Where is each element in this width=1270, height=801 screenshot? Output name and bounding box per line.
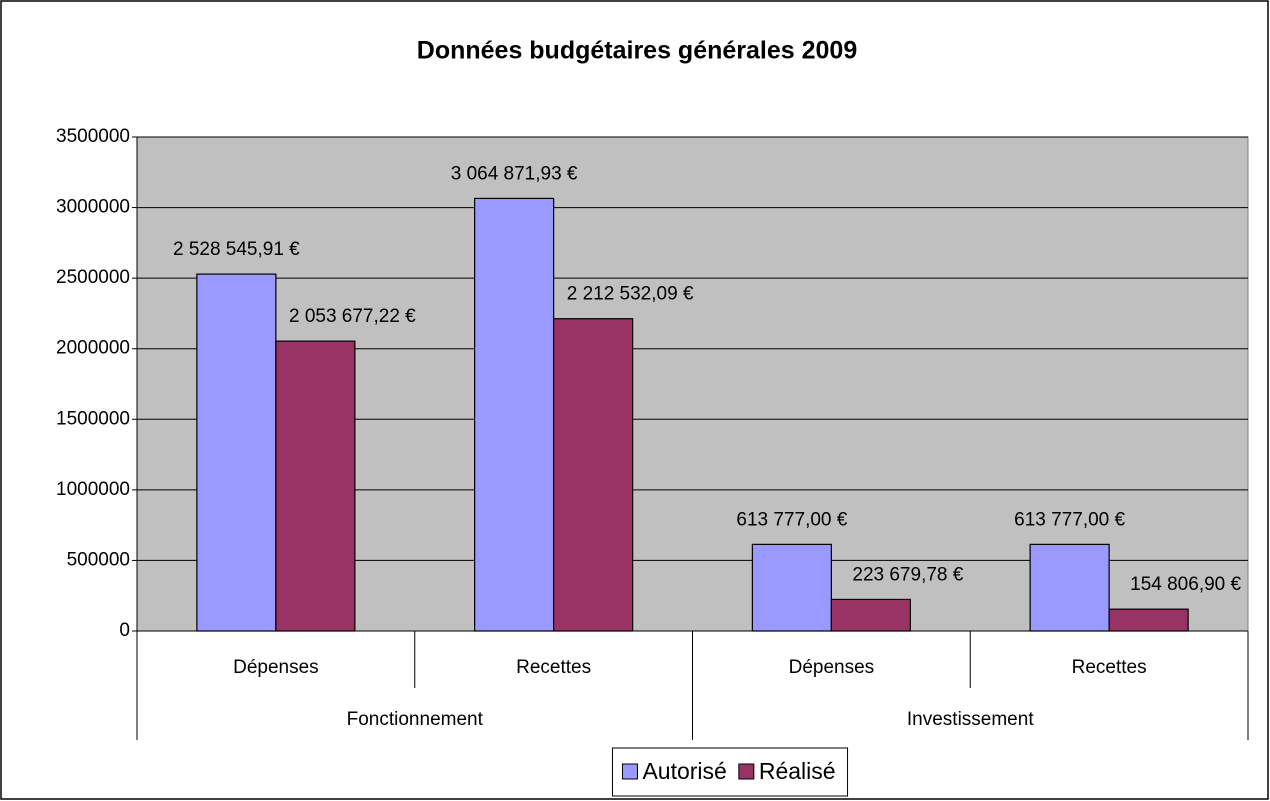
- data-label: 3 064 871,93 €: [451, 163, 578, 184]
- bar: [196, 273, 277, 632]
- bar: [1029, 543, 1110, 632]
- x-tick-label: Recettes: [516, 657, 591, 678]
- x-group-label: Fonctionnement: [347, 709, 484, 730]
- y-tick-label: 3000000: [56, 197, 130, 218]
- bar: [830, 598, 911, 632]
- legend-label: Réalisé: [759, 758, 836, 784]
- x-tick-label: Dépenses: [789, 657, 875, 678]
- data-label: 2 528 545,91 €: [173, 239, 300, 260]
- y-tick-label: 0: [119, 620, 130, 641]
- bar: [751, 543, 832, 632]
- x-tick-label: Dépenses: [233, 657, 319, 678]
- x-group-label: Investissement: [907, 709, 1034, 730]
- legend: [611, 747, 849, 797]
- y-tick-label: 1500000: [56, 408, 130, 429]
- y-tick-label: 500000: [67, 549, 130, 570]
- data-label: 223 679,78 €: [852, 564, 963, 585]
- x-tick-label: Recettes: [1072, 657, 1147, 678]
- y-tick-label: 3500000: [56, 126, 130, 147]
- data-label: 613 777,00 €: [1014, 509, 1125, 530]
- y-tick-label: 2000000: [56, 338, 130, 359]
- bar: [275, 340, 356, 632]
- data-label: 2 053 677,22 €: [289, 306, 416, 327]
- data-label: 154 806,90 €: [1130, 574, 1241, 595]
- y-tick-label: 1000000: [56, 479, 130, 500]
- data-label: 2 212 532,09 €: [567, 284, 694, 305]
- legend-label: Autorisé: [642, 758, 726, 784]
- bar: [553, 318, 634, 632]
- bar: [1108, 608, 1189, 632]
- data-label: 613 777,00 €: [736, 509, 847, 530]
- bar: [474, 197, 555, 632]
- legend-swatch: [738, 763, 755, 780]
- legend-swatch: [621, 763, 638, 780]
- y-tick-label: 2500000: [56, 267, 130, 288]
- chart-title: Données budgétaires générales 2009: [417, 37, 857, 65]
